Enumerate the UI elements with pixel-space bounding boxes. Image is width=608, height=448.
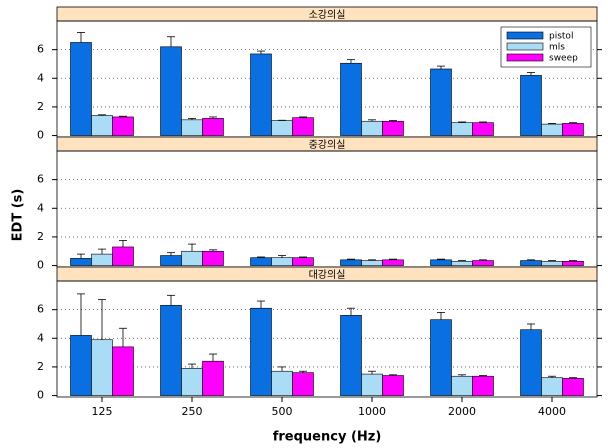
bar (271, 370, 293, 396)
bar (472, 260, 494, 266)
panel-frame (56, 150, 598, 268)
legend-swatch (506, 31, 544, 40)
bar (340, 259, 362, 266)
legend-label: pistol (549, 32, 573, 42)
legend-label: mls (549, 43, 565, 53)
bar (340, 62, 362, 136)
bar (91, 339, 113, 396)
x-axis-label: frequency (Hz) (273, 430, 382, 445)
bar (361, 260, 383, 266)
bar (91, 115, 113, 136)
bar (271, 120, 293, 136)
panel-title: 중강의실 (309, 139, 346, 151)
x-tick-label: 4000 (538, 405, 566, 418)
x-tick-label: 125 (92, 405, 113, 418)
bar (382, 375, 404, 396)
bar (202, 250, 224, 266)
bar (451, 375, 473, 396)
y-tick-label: 6 (37, 303, 44, 316)
bar (562, 378, 584, 396)
bar (112, 346, 134, 396)
bar (160, 305, 182, 396)
bar (472, 122, 494, 136)
y-tick-label: 2 (37, 100, 44, 113)
y-axis-label: EDT (s) (11, 189, 26, 242)
y-tick-label: 0 (37, 389, 44, 402)
bar (430, 68, 452, 136)
bar (340, 315, 362, 396)
x-tick-label: 250 (182, 405, 203, 418)
bar (292, 257, 314, 266)
panel-title: 대강의실 (309, 269, 346, 281)
bar (451, 260, 473, 266)
bar (250, 53, 272, 136)
bar (202, 360, 224, 396)
bar (202, 118, 224, 136)
y-tick-label: 0 (37, 259, 44, 272)
bar (160, 255, 182, 266)
bar (271, 257, 293, 266)
bar (361, 373, 383, 396)
y-tick-label: 4 (37, 331, 44, 344)
bar (292, 117, 314, 136)
bar (430, 259, 452, 266)
bar (562, 260, 584, 266)
bar (541, 123, 563, 136)
bar (250, 307, 272, 396)
bar (520, 260, 542, 266)
bar (181, 119, 203, 136)
bar (520, 329, 542, 396)
legend-label: sweep (549, 54, 578, 64)
bar (112, 116, 134, 136)
panel-title: 소강의실 (309, 9, 346, 21)
bar (112, 246, 134, 266)
bar (451, 122, 473, 136)
bar (382, 259, 404, 266)
bar (181, 368, 203, 396)
bar (70, 42, 92, 136)
y-tick-label: 6 (37, 173, 44, 186)
bar (70, 335, 92, 396)
bar (382, 120, 404, 136)
bar (430, 319, 452, 396)
y-tick-label: 0 (37, 129, 44, 142)
y-tick-label: 2 (37, 230, 44, 243)
bar (541, 260, 563, 266)
bar (160, 46, 182, 136)
bar (91, 253, 113, 266)
legend-swatch (506, 53, 544, 62)
bar (520, 75, 542, 136)
panel-frame (56, 280, 598, 398)
bar (541, 377, 563, 396)
bar (562, 123, 584, 136)
y-tick-label: 4 (37, 71, 44, 84)
bar (292, 372, 314, 396)
y-tick-label: 2 (37, 360, 44, 373)
bar (70, 258, 92, 266)
y-tick-label: 4 (37, 201, 44, 214)
bar (250, 257, 272, 266)
x-tick-label: 1000 (358, 405, 386, 418)
x-tick-label: 500 (272, 405, 293, 418)
bar (472, 375, 494, 396)
bar (361, 120, 383, 136)
bar (181, 250, 203, 266)
x-tick-label: 2000 (448, 405, 476, 418)
y-tick-label: 6 (37, 43, 44, 56)
legend-swatch (506, 42, 544, 51)
